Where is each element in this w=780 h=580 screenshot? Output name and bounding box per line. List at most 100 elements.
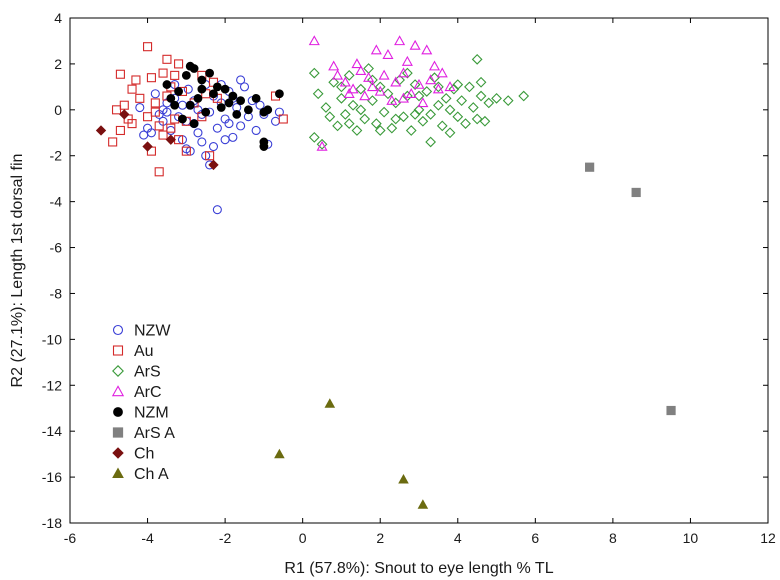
legend-item: Ch A [112, 466, 169, 483]
point-ars [417, 115, 429, 127]
point-au [150, 98, 160, 108]
series-ars [308, 53, 530, 150]
point-nzw [146, 128, 156, 138]
plot-frame [69, 17, 769, 524]
y-axis-ticks: -18 -16 -14 -12 -10 -8 -6 -4 -2 0 2 4 [42, 10, 768, 531]
point-ars [479, 115, 491, 127]
point-ars [386, 122, 398, 134]
point-arc [397, 67, 410, 78]
point-nzw [208, 141, 219, 152]
point-ch [208, 159, 219, 171]
point-nzw [177, 100, 188, 110]
point-ars [374, 125, 386, 136]
x-tick-label: -6 [64, 530, 77, 546]
point-ars [444, 104, 456, 116]
point-nzm [174, 87, 183, 96]
point-ars [328, 76, 340, 88]
point-ch [119, 109, 130, 120]
legend-marker [113, 407, 123, 417]
point-nzm [166, 93, 176, 103]
point-au [111, 105, 122, 115]
series-ars-a [585, 162, 676, 416]
point-au [278, 114, 288, 124]
legend-item: ArS [112, 364, 161, 381]
y-tick-label: -6 [50, 240, 63, 256]
point-nzw [135, 102, 145, 113]
point-ars [367, 74, 378, 86]
point-ars-a [666, 405, 676, 416]
point-arc [394, 35, 406, 46]
point-nzw [236, 121, 246, 131]
point-au [154, 167, 164, 177]
point-au [205, 151, 215, 161]
legend-label: Ch [134, 446, 154, 463]
point-nzm [209, 89, 218, 99]
legend-label: ArS A [134, 425, 175, 442]
point-ars [308, 131, 320, 143]
legend-item: Au [112, 343, 154, 360]
point-au [150, 107, 160, 117]
point-ars [382, 88, 394, 100]
legend-label: Au [134, 343, 154, 360]
point-nzm [170, 100, 180, 110]
point-ars [475, 90, 487, 102]
point-nzw [224, 119, 234, 129]
point-au [158, 68, 168, 78]
point-au [170, 70, 180, 80]
point-au [154, 121, 164, 131]
point-nzm [228, 91, 238, 101]
point-ars [436, 120, 448, 132]
point-au [162, 54, 172, 64]
legend-label: NZW [134, 323, 171, 340]
point-arc [343, 88, 355, 98]
y-tick-label: -16 [42, 469, 62, 485]
point-ars [425, 109, 437, 120]
point-nzm [236, 96, 246, 106]
point-ch-a [417, 499, 429, 509]
point-ars [367, 95, 378, 107]
legend-marker [112, 324, 124, 336]
point-nzw [270, 116, 281, 126]
point-au [174, 59, 184, 69]
point-ars [452, 79, 464, 90]
legend: NZW Au ArS ArC NZM ArS A Ch Ch A [111, 323, 175, 483]
series-ch-a [274, 398, 429, 509]
point-ch [142, 141, 153, 152]
point-arc [378, 69, 390, 80]
point-nzw [197, 137, 207, 147]
legend-item: ArS A [112, 425, 175, 442]
point-nzw [150, 89, 160, 99]
point-arc [401, 55, 413, 66]
point-nzm [189, 119, 199, 128]
point-ch-a [274, 448, 285, 459]
legend-label: Ch A [134, 466, 169, 483]
point-arc [374, 85, 386, 96]
point-au [127, 119, 137, 129]
point-ars [471, 113, 483, 125]
point-ars [339, 109, 351, 120]
point-au [146, 73, 156, 83]
point-ars [332, 120, 343, 132]
legend-item: ArC [111, 384, 162, 401]
point-nzm [224, 98, 234, 108]
point-ars [433, 99, 444, 111]
point-ars [502, 95, 514, 107]
legend-label: NZM [134, 405, 169, 422]
point-arc [328, 60, 340, 71]
point-arc [432, 83, 444, 94]
point-nzm [216, 103, 226, 112]
point-arc [351, 58, 363, 69]
point-nzw [228, 132, 238, 142]
point-ars [355, 104, 367, 116]
point-ars [413, 90, 425, 102]
plot-area-border [69, 17, 769, 524]
series-ch [95, 109, 219, 171]
point-nzm [185, 100, 195, 110]
point-au [166, 123, 176, 133]
y-tick-label: -12 [42, 377, 62, 393]
point-arc [428, 60, 441, 71]
point-ars [347, 99, 359, 111]
x-tick-label: 6 [531, 530, 539, 546]
point-ars [452, 111, 464, 123]
x-tick-label: -4 [141, 530, 154, 546]
